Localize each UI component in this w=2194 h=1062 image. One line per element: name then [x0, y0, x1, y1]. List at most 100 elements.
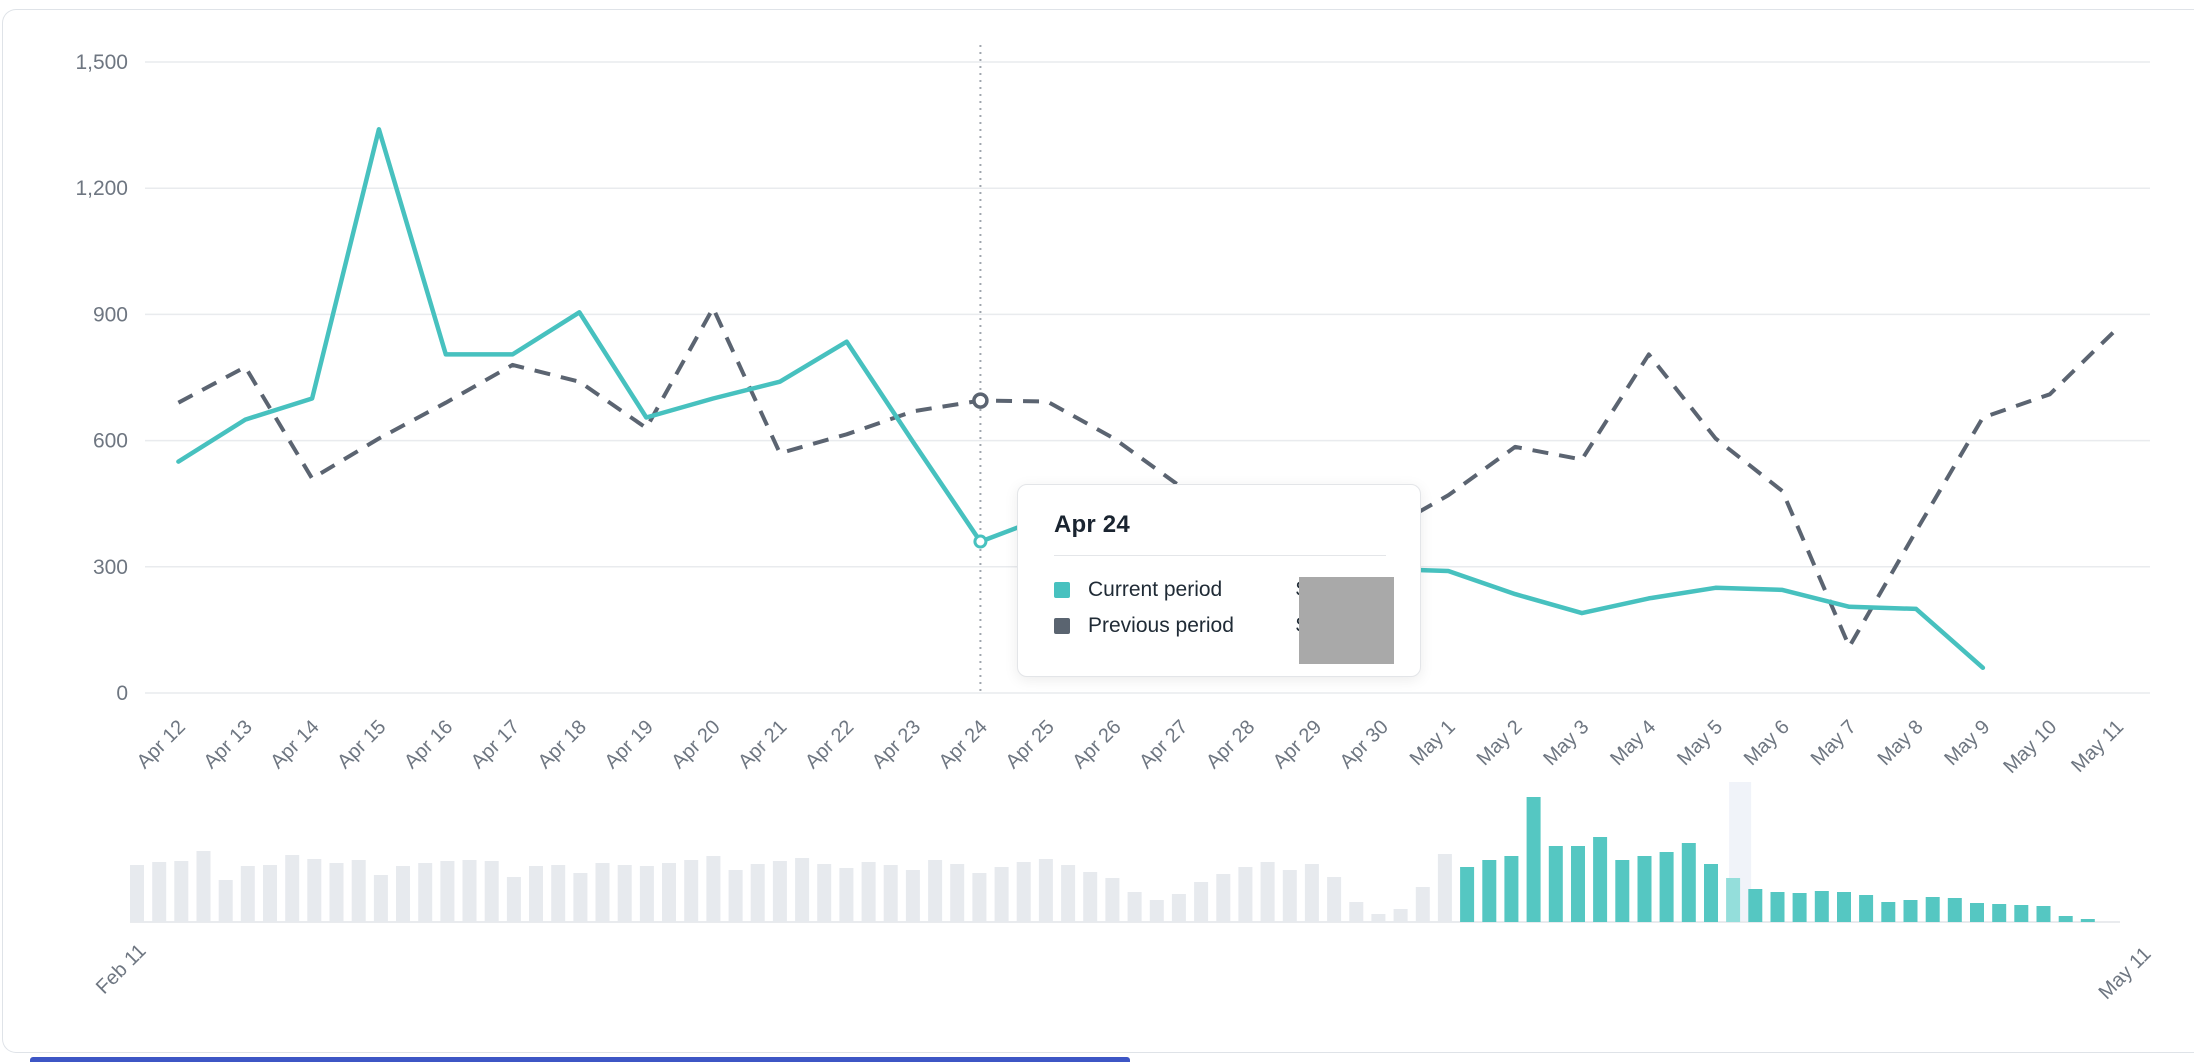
- brush-bar[interactable]: [329, 863, 344, 922]
- brush-bar[interactable]: [196, 851, 211, 922]
- brush-bar[interactable]: [1304, 864, 1319, 922]
- brush-bar[interactable]: [1925, 897, 1940, 922]
- brush-bar[interactable]: [595, 863, 610, 922]
- brush-bar[interactable]: [839, 868, 854, 922]
- brush-bar[interactable]: [1371, 914, 1386, 922]
- brush-bar[interactable]: [728, 870, 743, 922]
- brush-bar[interactable]: [2058, 916, 2073, 922]
- brush-bar[interactable]: [1726, 878, 1741, 922]
- brush-bar[interactable]: [1748, 889, 1763, 922]
- brush-bar[interactable]: [1415, 887, 1430, 922]
- brush-bar[interactable]: [1859, 895, 1874, 922]
- brush-bar[interactable]: [307, 859, 322, 922]
- brush-bar[interactable]: [462, 860, 477, 922]
- brush-bar[interactable]: [440, 861, 455, 922]
- brush-bar[interactable]: [994, 867, 1009, 922]
- brush-bar[interactable]: [617, 865, 632, 922]
- svg-text:Apr 22: Apr 22: [801, 716, 858, 773]
- brush-bar[interactable]: [1681, 843, 1696, 922]
- brush-bar[interactable]: [1437, 854, 1452, 922]
- brush-bar[interactable]: [1615, 860, 1630, 922]
- brush-bar[interactable]: [1814, 891, 1829, 922]
- svg-text:May 10: May 10: [1999, 716, 2061, 778]
- brush-bar[interactable]: [795, 858, 810, 922]
- svg-text:May 7: May 7: [1807, 716, 1861, 770]
- brush-bar[interactable]: [1127, 892, 1142, 922]
- brush-bar[interactable]: [351, 860, 366, 922]
- brush-bar[interactable]: [861, 862, 876, 922]
- brush-bar[interactable]: [1238, 867, 1253, 922]
- brush-bar[interactable]: [1637, 856, 1652, 922]
- brush-bar[interactable]: [905, 870, 920, 922]
- brush-bar[interactable]: [551, 865, 566, 922]
- brush-bar[interactable]: [1881, 902, 1896, 922]
- brush-bar[interactable]: [1659, 852, 1674, 922]
- brush-bar[interactable]: [529, 866, 543, 922]
- brush-bar[interactable]: [1837, 892, 1851, 922]
- brush-bar[interactable]: [1194, 882, 1209, 922]
- brush-bar[interactable]: [1282, 870, 1297, 922]
- brush-bar[interactable]: [1504, 856, 1519, 922]
- brush-bar[interactable]: [1349, 902, 1364, 922]
- brush-bar[interactable]: [750, 864, 765, 922]
- svg-text:May 11: May 11: [2095, 943, 2156, 1004]
- brush-bar[interactable]: [972, 873, 987, 922]
- svg-text:Apr 13: Apr 13: [200, 716, 257, 773]
- brush-bar[interactable]: [1327, 877, 1342, 922]
- brush-bar[interactable]: [817, 864, 832, 922]
- brush-bar[interactable]: [1149, 900, 1164, 922]
- svg-text:300: 300: [93, 556, 128, 579]
- brush-bar[interactable]: [484, 861, 499, 922]
- brush-bar[interactable]: [928, 860, 943, 922]
- brush-bar[interactable]: [285, 855, 300, 922]
- brush-bar[interactable]: [950, 864, 965, 922]
- brush-bar[interactable]: [1061, 865, 1076, 922]
- brush-bar[interactable]: [1526, 797, 1541, 922]
- brush-bar[interactable]: [506, 877, 521, 922]
- svg-text:Feb 11: Feb 11: [92, 940, 151, 999]
- brush-bar[interactable]: [1770, 892, 1785, 922]
- brush-bar[interactable]: [1992, 904, 2007, 922]
- brush-bar[interactable]: [706, 856, 721, 922]
- brush-bar[interactable]: [396, 866, 410, 922]
- brush-bar[interactable]: [1016, 862, 1031, 922]
- brush-bar[interactable]: [218, 880, 233, 922]
- brush-bar[interactable]: [1038, 859, 1053, 922]
- brush-bar[interactable]: [684, 860, 699, 922]
- brush-bar[interactable]: [418, 863, 433, 922]
- brush-bar[interactable]: [639, 866, 654, 922]
- brush-bar[interactable]: [1105, 878, 1120, 922]
- brush-bar[interactable]: [1970, 903, 1984, 922]
- brush-bar[interactable]: [174, 861, 189, 922]
- brush-bar[interactable]: [373, 875, 388, 922]
- brush-bar[interactable]: [2036, 906, 2051, 922]
- svg-text:900: 900: [93, 303, 128, 326]
- brush-bar[interactable]: [1903, 900, 1918, 922]
- brush-bar[interactable]: [1947, 898, 1962, 922]
- brush-bar[interactable]: [1704, 864, 1718, 922]
- brush-bar[interactable]: [1460, 867, 1475, 922]
- svg-text:Apr 26: Apr 26: [1068, 716, 1125, 773]
- brush-bar[interactable]: [240, 866, 255, 922]
- brush-bar[interactable]: [1548, 846, 1563, 922]
- brush-bar[interactable]: [772, 861, 787, 922]
- brush-bar[interactable]: [1593, 837, 1608, 922]
- brush-bar[interactable]: [1083, 872, 1098, 922]
- date-range-brush[interactable]: [130, 782, 2120, 923]
- brush-bar[interactable]: [152, 862, 167, 922]
- brush-bar[interactable]: [1171, 894, 1186, 922]
- brush-bar[interactable]: [1393, 909, 1408, 922]
- brush-bar[interactable]: [130, 865, 144, 922]
- brush-bar[interactable]: [2014, 905, 2029, 922]
- brush-bar[interactable]: [883, 865, 898, 922]
- brush-bar[interactable]: [1260, 862, 1275, 922]
- brush-bar[interactable]: [263, 865, 277, 922]
- brush-bar[interactable]: [573, 873, 588, 922]
- brush-bar[interactable]: [1482, 860, 1497, 922]
- brush-bar[interactable]: [1216, 874, 1231, 922]
- brush-bar[interactable]: [662, 863, 676, 922]
- brush-bar[interactable]: [2080, 919, 2095, 922]
- brush-bar[interactable]: [1571, 846, 1585, 922]
- brush-bar[interactable]: [1792, 893, 1807, 922]
